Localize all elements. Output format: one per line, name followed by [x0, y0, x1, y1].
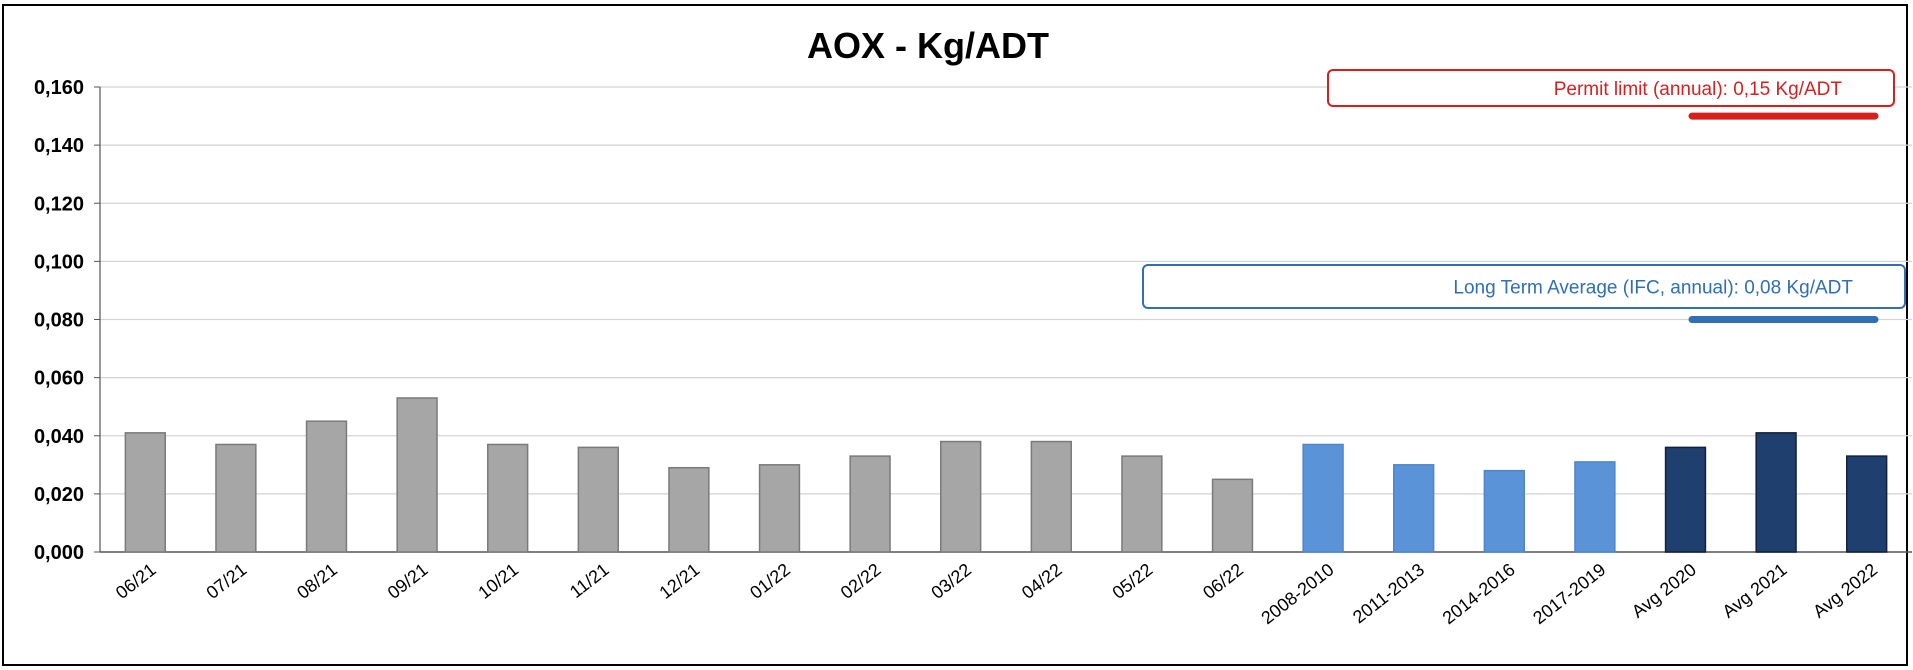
x-tick-label: Avg 2022 — [1809, 559, 1881, 621]
annotation-text: Long Term Average (IFC, annual): 0,08 Kg… — [1453, 278, 1853, 299]
x-tick-label: 06/22 — [1199, 559, 1247, 602]
x-tick-label: Avg 2021 — [1719, 559, 1791, 621]
x-tick-label: 2008-2010 — [1257, 559, 1337, 628]
bar — [1755, 432, 1797, 553]
annotation-text: Permit limit (annual): 0,15 Kg/ADT — [1554, 79, 1843, 100]
y-tick-label: 0,140 — [34, 135, 84, 157]
bar — [1211, 478, 1254, 553]
x-tick-label: 03/22 — [927, 559, 975, 602]
annotations: Permit limit (annual): 0,15 Kg/ADT Long T… — [1142, 69, 1906, 323]
bar — [124, 432, 166, 553]
bar — [849, 455, 891, 553]
bar — [1574, 461, 1616, 553]
annotation-box — [1327, 69, 1895, 107]
annotation-box — [1142, 264, 1906, 309]
bar — [1030, 440, 1072, 553]
x-tick-label: 08/21 — [293, 559, 341, 602]
bars — [124, 397, 1888, 553]
y-axis: 0,000 0,020 0,040 0,060 0,080 0,100 0,120 0,140… — [34, 77, 101, 564]
x-tick-label: 02/22 — [837, 559, 885, 602]
bar — [1393, 464, 1435, 553]
y-tick-label: 0,120 — [34, 193, 84, 215]
y-tick-label: 0,060 — [34, 368, 84, 390]
bar — [1121, 455, 1163, 553]
x-tick-label: Avg 2020 — [1628, 559, 1700, 621]
gridlines — [100, 86, 1912, 553]
bar — [577, 446, 619, 553]
y-tick-label: 0,160 — [34, 77, 84, 99]
x-tick-label: 2014-2016 — [1439, 559, 1519, 628]
bar — [305, 420, 348, 553]
y-tick-label: 0,040 — [34, 426, 84, 448]
bar — [487, 443, 529, 553]
x-tick-label: 04/22 — [1018, 559, 1066, 602]
x-tick-label: 01/22 — [746, 559, 794, 602]
bar — [215, 443, 257, 553]
y-tick-label: 0,080 — [34, 310, 84, 332]
bar — [1483, 469, 1525, 553]
chart-title: AOX - Kg/ADT — [807, 25, 1049, 66]
x-tick-label: 07/21 — [203, 559, 251, 602]
bar — [1846, 455, 1888, 553]
bar — [940, 440, 982, 553]
bar — [1664, 446, 1707, 553]
bar — [396, 397, 438, 553]
bar — [668, 466, 710, 553]
bar — [758, 464, 801, 553]
x-axis: 06/21 07/21 08/21 09/21 10/21 11/21 12/21 01/22… — [112, 559, 1881, 628]
x-tick-label: 10/21 — [474, 559, 522, 602]
y-tick-label: 0,100 — [34, 251, 84, 273]
x-tick-label: 09/21 — [384, 559, 432, 602]
x-tick-label: 2011-2013 — [1349, 559, 1428, 627]
x-tick-label: 2017-2019 — [1529, 559, 1609, 628]
x-tick-label: 05/22 — [1109, 559, 1157, 602]
x-tick-label: 12/21 — [656, 559, 704, 602]
y-tick-label: 0,000 — [34, 542, 84, 564]
x-tick-label: 06/21 — [112, 559, 160, 602]
y-tick-label: 0,020 — [34, 484, 84, 506]
x-tick-label: 11/21 — [566, 559, 613, 602]
bar — [1302, 443, 1344, 553]
chart-frame — [2, 4, 1908, 666]
